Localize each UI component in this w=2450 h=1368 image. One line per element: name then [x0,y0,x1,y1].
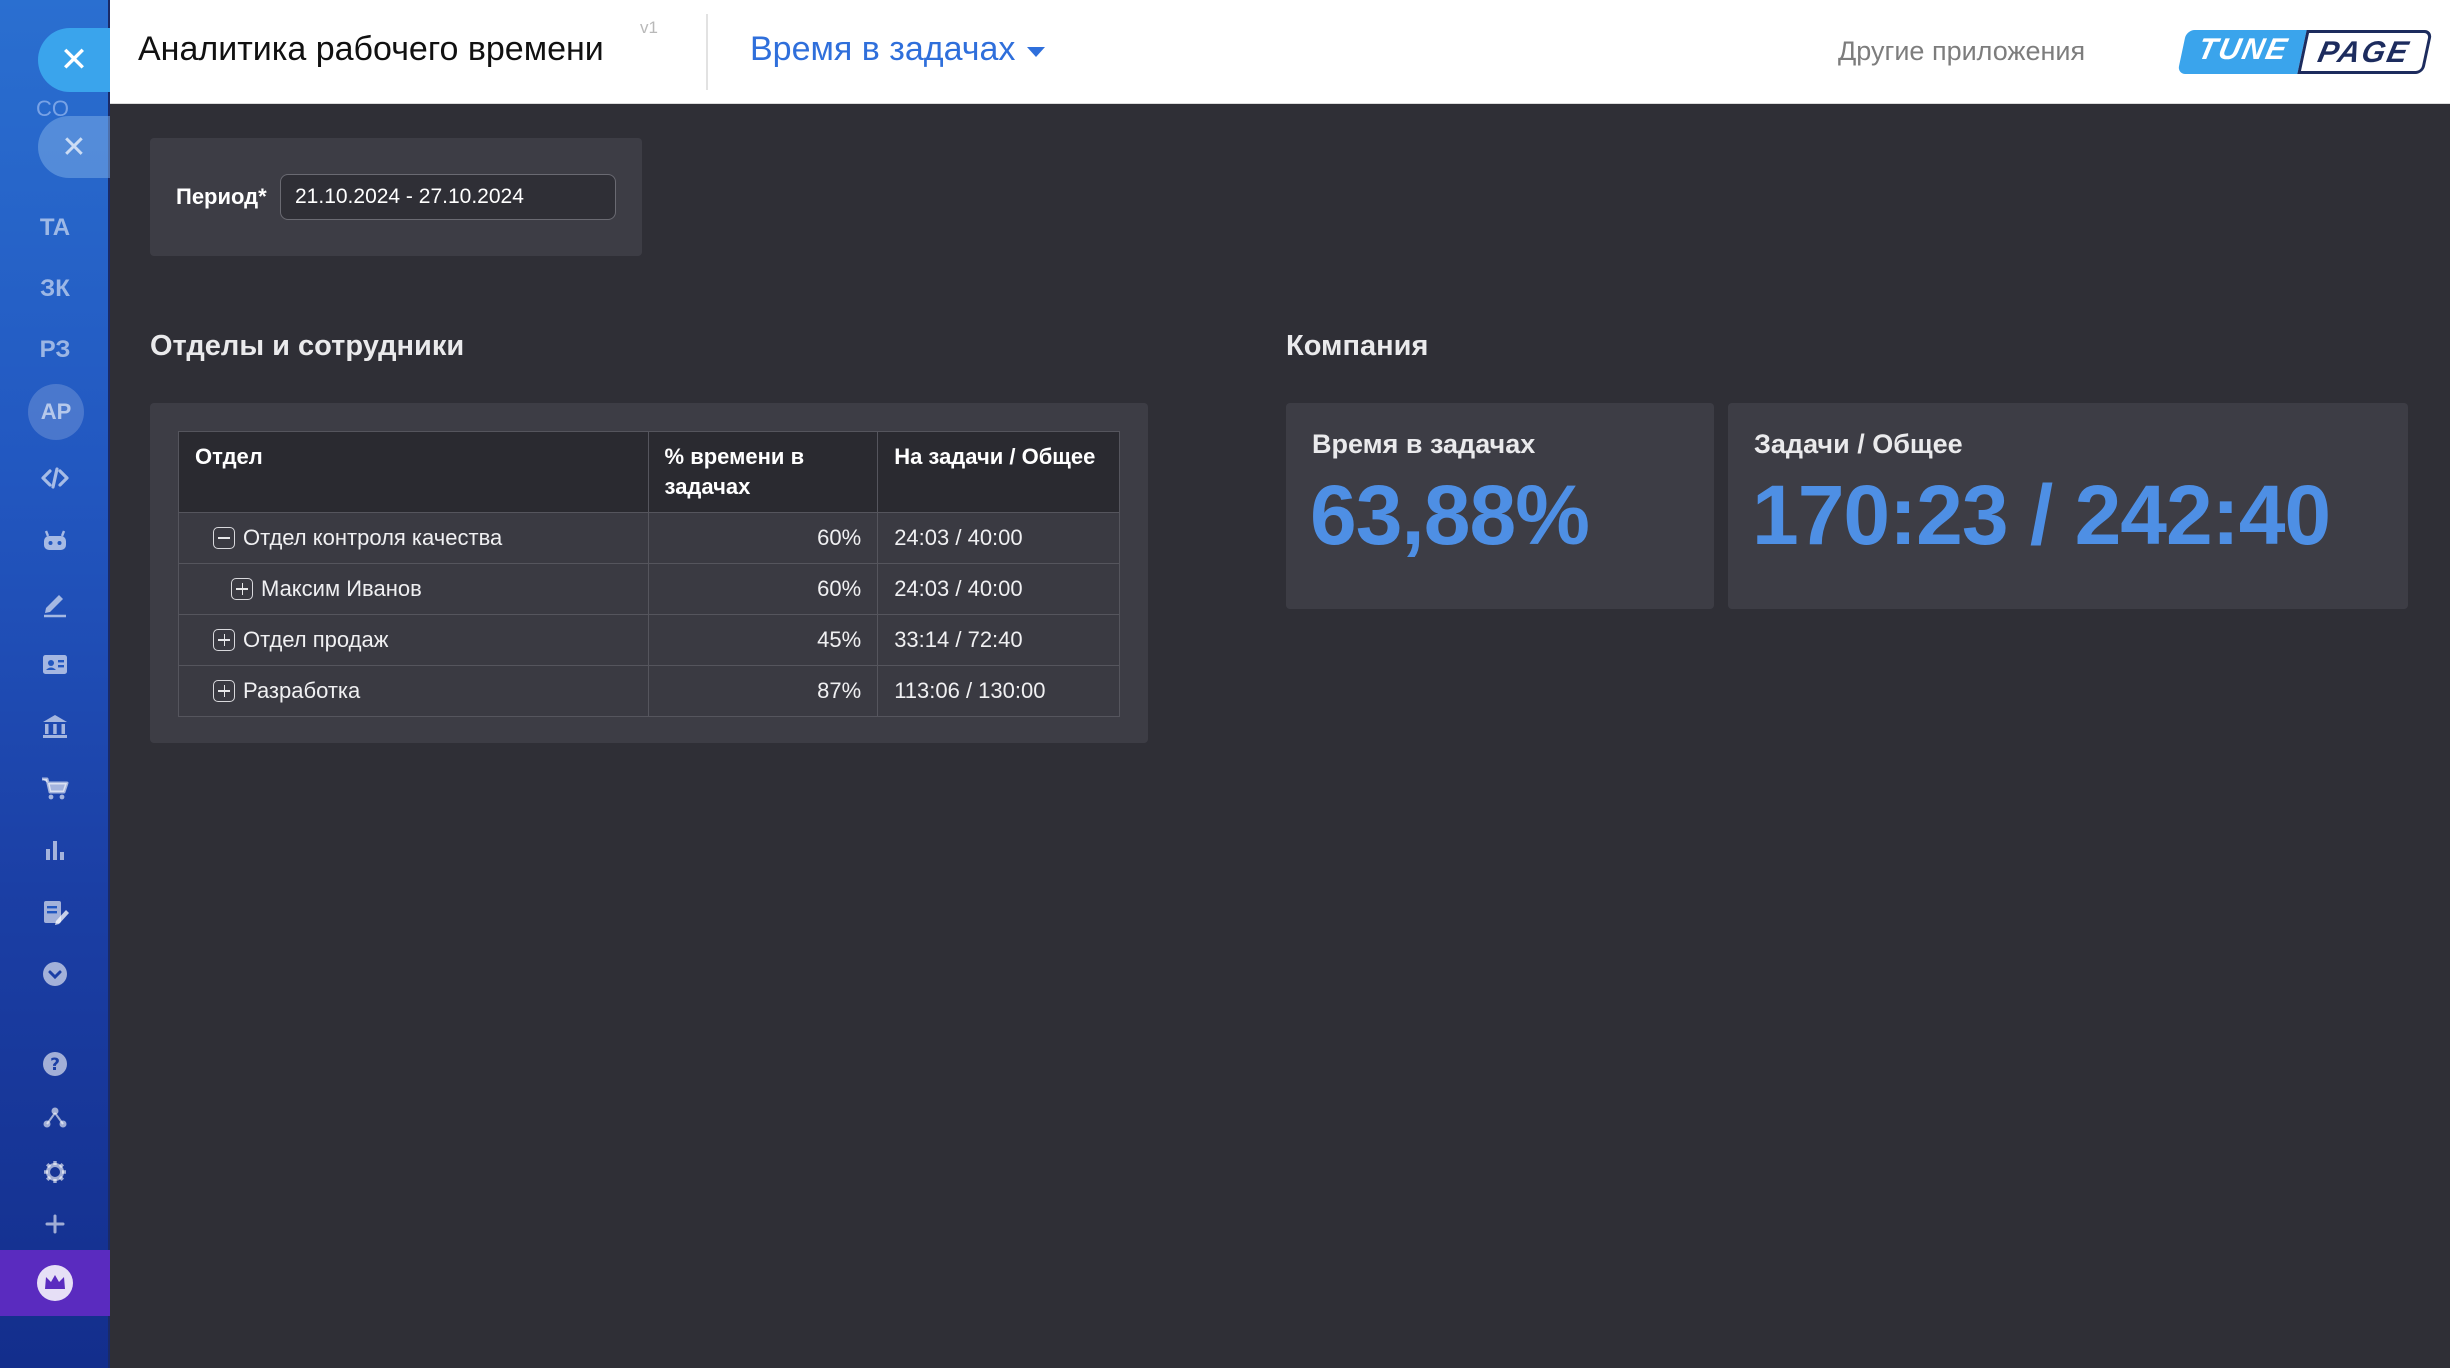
header-divider [706,14,708,90]
period-filter-panel: Период* [150,138,642,256]
report-selector-dropdown[interactable]: Время в задачах [750,30,1046,69]
close-icon[interactable]: ✕ [38,116,110,178]
period-label: Период* [176,184,267,209]
departments-table: Отдел % времени в задачах На задачи / Об… [178,431,1120,717]
code-icon[interactable] [31,458,79,498]
kpi-card-tasks-total: Задачи / Общее 170:23 / 242:40 [1728,403,2408,609]
plus-icon[interactable] [31,1204,79,1244]
table-header-row: Отдел % времени в задачах На задачи / Об… [178,431,1120,513]
caret-down-icon [1027,46,1046,57]
kpi-value: 170:23 / 242:40 [1752,468,2331,562]
sign-icon[interactable] [31,582,79,622]
department-name: Разработка [243,678,361,703]
table-row: Отдел продаж 45% 33:14 / 72:40 [178,614,1120,666]
department-cell: Отдел продаж [178,614,649,666]
sidebar-item-zk[interactable]: ЗК [40,275,70,302]
ratio-cell: 24:03 / 40:00 [877,512,1120,564]
crown-icon [37,1265,73,1301]
logo-part-page: PAGE [2296,30,2434,74]
column-header-ratio[interactable]: На задачи / Общее [877,431,1120,513]
bank-icon[interactable] [31,706,79,746]
table-row: Отдел контроля качества 60% 24:03 / 40:0… [178,512,1120,564]
departments-section-title: Отделы и сотрудники [150,330,465,362]
expand-icon[interactable] [231,578,253,600]
other-apps-link[interactable]: Другие приложения [1838,36,2086,66]
department-cell: Отдел контроля качества [178,512,649,564]
avatar[interactable]: АР [28,384,84,440]
app-header: Аналитика рабочего времени v1 Время в за… [110,0,2450,104]
robot-icon[interactable] [31,520,79,560]
employee-name: Максим Иванов [261,576,422,601]
percent-cell: 60% [647,512,879,564]
kpi-label: Задачи / Общее [1754,429,1963,459]
percent-cell: 45% [647,614,879,666]
sidebar: CO ✕ ✕ TA ЗК РЗ АР ? [0,0,110,1368]
table-row: Разработка 87% 113:06 / 130:00 [178,665,1120,717]
department-name: Отдел контроля качества [243,525,503,550]
tunepage-logo[interactable]: TUNE PAGE [2177,30,2434,74]
sidebar-item-rz[interactable]: РЗ [39,336,71,363]
table-row: Максим Иванов 60% 24:03 / 40:00 [178,563,1120,615]
collapse-icon[interactable] [213,527,235,549]
expand-icon[interactable] [213,629,235,651]
ratio-cell: 24:03 / 40:00 [877,563,1120,615]
svg-text:?: ? [50,1055,60,1075]
column-header-percent[interactable]: % времени в задачах [647,431,879,513]
gear-icon[interactable] [31,1152,79,1192]
kpi-card-time-in-tasks: Время в задачах 63,88% [1286,403,1714,609]
department-cell: Разработка [178,665,649,717]
ratio-cell: 33:14 / 72:40 [877,614,1120,666]
bar-chart-icon[interactable] [31,830,79,870]
contact-card-icon[interactable] [31,644,79,684]
help-icon[interactable]: ? [31,1044,79,1084]
cart-icon[interactable] [31,768,79,808]
percent-cell: 87% [647,665,879,717]
page-title: Аналитика рабочего времени [138,30,604,68]
premium-button[interactable] [0,1250,110,1316]
company-section-title: Компания [1286,330,1429,362]
expand-icon[interactable] [213,680,235,702]
logo-part-tune: TUNE [2177,30,2307,74]
kpi-value: 63,88% [1310,468,1590,562]
department-cell: Максим Иванов [178,563,649,615]
close-icon[interactable]: ✕ [38,28,110,92]
departments-table-panel: Отдел % времени в задачах На задачи / Об… [150,403,1148,743]
percent-cell: 60% [647,563,879,615]
report-selector-label: Время в задачах [750,30,1016,68]
ratio-cell: 113:06 / 130:00 [877,665,1120,717]
column-header-department[interactable]: Отдел [178,431,649,513]
sidebar-item-ta[interactable]: TA [39,214,71,241]
version-badge: v1 [640,18,658,37]
chevron-circle-icon[interactable] [31,954,79,994]
period-date-range-input[interactable] [280,174,616,220]
network-icon[interactable] [31,1098,79,1138]
kpi-label: Время в задачах [1312,429,1536,459]
edit-list-icon[interactable] [31,892,79,932]
department-name: Отдел продаж [243,627,389,652]
